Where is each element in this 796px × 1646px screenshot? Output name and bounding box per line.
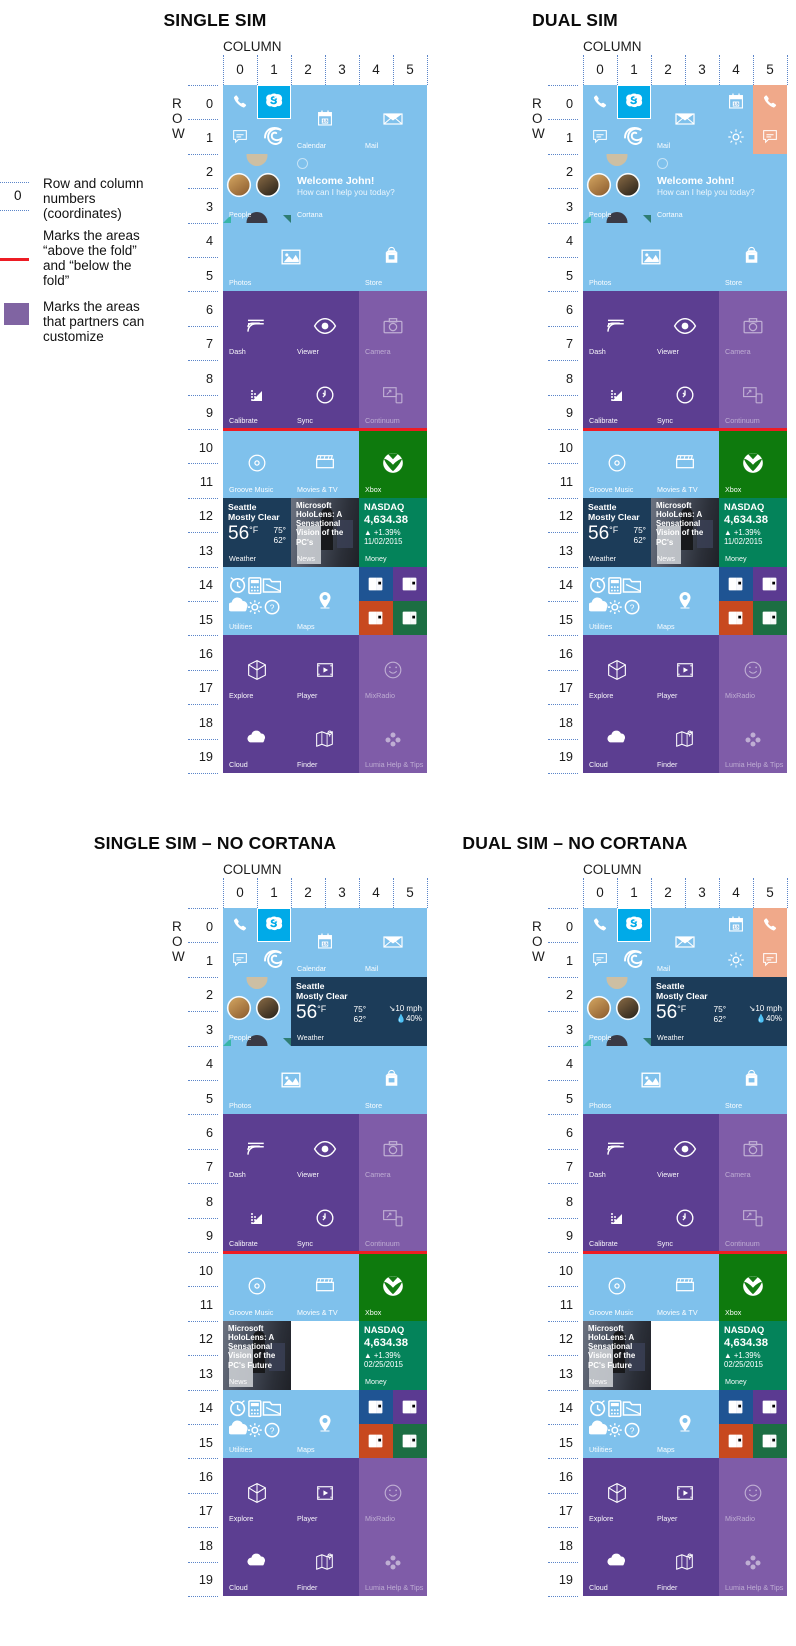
svg-text:?: ? xyxy=(630,1425,635,1435)
svg-text:13: 13 xyxy=(322,119,328,125)
svg-text:?: ? xyxy=(270,602,275,612)
svg-text:?: ? xyxy=(270,1425,275,1435)
svg-text:13: 13 xyxy=(322,942,328,948)
svg-text:13: 13 xyxy=(733,102,739,108)
svg-text:?: ? xyxy=(630,602,635,612)
svg-text:13: 13 xyxy=(733,925,739,931)
